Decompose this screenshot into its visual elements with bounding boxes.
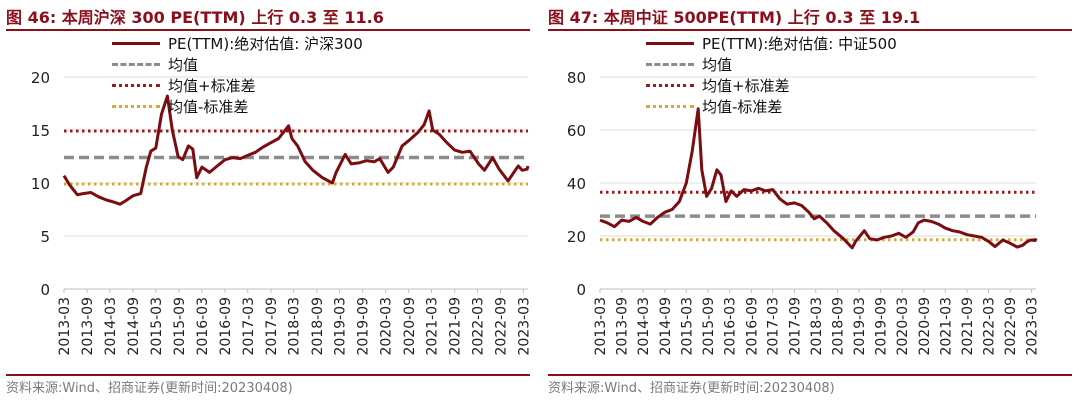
x-tick-label: 2017-09 <box>787 297 803 356</box>
x-tick-label: 2013-03 <box>593 297 609 356</box>
x-tick-label: 2015-03 <box>149 297 165 356</box>
x-tick-label: 2020-03 <box>379 297 395 356</box>
legend-label: 均值-标准差 <box>702 98 783 116</box>
x-tick-label: 2023-03 <box>516 297 532 356</box>
y-tick-label: 20 <box>31 69 50 87</box>
legend-swatch <box>112 105 160 108</box>
legend-swatch <box>112 42 160 45</box>
x-tick-label: 2023-03 <box>1025 297 1041 356</box>
x-tick-label: 2017-09 <box>264 297 280 356</box>
legend-label: PE(TTM):绝对估值: 中证500 <box>702 35 897 53</box>
legend-item: 均值-标准差 <box>646 96 897 117</box>
x-tick-label: 2017-03 <box>241 297 257 356</box>
legend-item: 均值+标准差 <box>646 75 897 96</box>
chart-legend: PE(TTM):绝对估值: 中证500 均值均值+标准差 均值-标准差 <box>646 33 897 117</box>
legend-item: 均值 <box>112 54 363 75</box>
source-divider <box>6 374 530 376</box>
legend-label: 均值+标准差 <box>168 77 256 95</box>
x-tick-label: 2013-09 <box>615 297 631 356</box>
x-tick-label: 2019-09 <box>356 297 372 356</box>
x-tick-label: 2020-09 <box>917 297 933 356</box>
legend-swatch <box>646 105 694 108</box>
legend-swatch <box>112 63 160 66</box>
pe-series-line <box>62 94 530 206</box>
y-tick-label: 15 <box>31 122 50 140</box>
pe-chart-hs300: 0 5 10 15 20 2013-03 2013-09 2014-03 2014-09 2015… <box>31 69 532 356</box>
figure-title: 图 46: 本周沪深 300 PE(TTM) 上行 0.3 至 11.6 <box>6 8 384 27</box>
y-tick-label: 40 <box>567 175 586 193</box>
y-tick-label: 60 <box>567 122 586 140</box>
x-tick-label: 2022-03 <box>470 297 486 356</box>
title-divider <box>6 29 530 31</box>
y-tick-label: 80 <box>567 69 586 87</box>
legend-label: 均值-标准差 <box>168 98 249 116</box>
x-tick-label: 2019-09 <box>874 297 890 356</box>
figure-46: 图 46: 本周沪深 300 PE(TTM) 上行 0.3 至 11.6 0 5 1… <box>6 0 536 404</box>
y-tick-label: 20 <box>567 228 586 246</box>
y-tick-label: 10 <box>31 175 50 193</box>
x-tick-label: 2014-09 <box>658 297 674 356</box>
x-tick-label: 2021-09 <box>960 297 976 356</box>
x-tick-label: 2014-03 <box>636 297 652 356</box>
x-tick-label: 2022-09 <box>494 297 510 356</box>
x-tick-label: 2016-09 <box>218 297 234 356</box>
pe-series-line <box>599 107 1038 250</box>
x-tick-label: 2015-09 <box>701 297 717 356</box>
legend-label: PE(TTM):绝对估值: 沪深300 <box>168 35 363 53</box>
x-tick-label: 2022-03 <box>981 297 997 356</box>
x-tick-label: 2020-09 <box>402 297 418 356</box>
source-note: 资料来源:Wind、招商证券(更新时间:20230408) <box>6 381 293 396</box>
legend-item: 均值 <box>646 54 897 75</box>
legend-item: PE(TTM):绝对估值: 中证500 <box>646 33 897 54</box>
x-tick-label: 2019-03 <box>852 297 868 356</box>
x-tick-label: 2013-09 <box>80 297 96 356</box>
x-tick-label: 2017-03 <box>766 297 782 356</box>
legend-swatch <box>646 84 694 87</box>
x-tick-label: 2018-03 <box>287 297 303 356</box>
y-tick-label: 0 <box>40 281 50 299</box>
x-tick-label: 2018-09 <box>310 297 326 356</box>
figure-title: 图 47: 本周中证 500PE(TTM) 上行 0.3 至 19.1 <box>548 8 921 27</box>
x-tick-label: 2021-09 <box>448 297 464 356</box>
x-tick-label: 2021-03 <box>425 297 441 356</box>
x-tick-label: 2019-03 <box>333 297 349 356</box>
chart-legend: PE(TTM):绝对估值: 沪深300 均值均值+标准差 均值-标准差 <box>112 33 363 117</box>
x-tick-label: 2020-03 <box>895 297 911 356</box>
legend-swatch <box>646 63 694 66</box>
y-tick-label: 0 <box>576 281 586 299</box>
legend-item: 均值-标准差 <box>112 96 363 117</box>
source-note: 资料来源:Wind、招商证券(更新时间:20230408) <box>548 381 835 396</box>
legend-item: 均值+标准差 <box>112 75 363 96</box>
y-tick-label: 5 <box>40 228 50 246</box>
source-divider <box>548 374 1072 376</box>
x-tick-label: 2015-03 <box>679 297 695 356</box>
x-tick-label: 2015-09 <box>172 297 188 356</box>
x-tick-label: 2022-09 <box>1003 297 1019 356</box>
pe-chart-csi500: 0 20 40 60 80 2013-03 2013-09 2014-03 2014-09 201… <box>567 69 1041 356</box>
x-tick-label: 2016-03 <box>195 297 211 356</box>
x-tick-label: 2016-09 <box>744 297 760 356</box>
figure-47: 图 47: 本周中证 500PE(TTM) 上行 0.3 至 19.1 0 20 4… <box>548 0 1078 404</box>
x-tick-label: 2016-03 <box>723 297 739 356</box>
legend-label: 均值 <box>702 56 733 74</box>
x-tick-label: 2018-03 <box>809 297 825 356</box>
title-divider <box>548 29 1072 31</box>
x-tick-label: 2014-03 <box>103 297 119 356</box>
x-tick-label: 2018-09 <box>831 297 847 356</box>
legend-label: 均值 <box>168 56 199 74</box>
x-tick-label: 2021-03 <box>938 297 954 356</box>
legend-swatch <box>112 84 160 87</box>
legend-swatch <box>646 42 694 45</box>
legend-item: PE(TTM):绝对估值: 沪深300 <box>112 33 363 54</box>
x-tick-label: 2013-03 <box>57 297 73 356</box>
legend-label: 均值+标准差 <box>702 77 790 95</box>
x-tick-label: 2014-09 <box>126 297 142 356</box>
